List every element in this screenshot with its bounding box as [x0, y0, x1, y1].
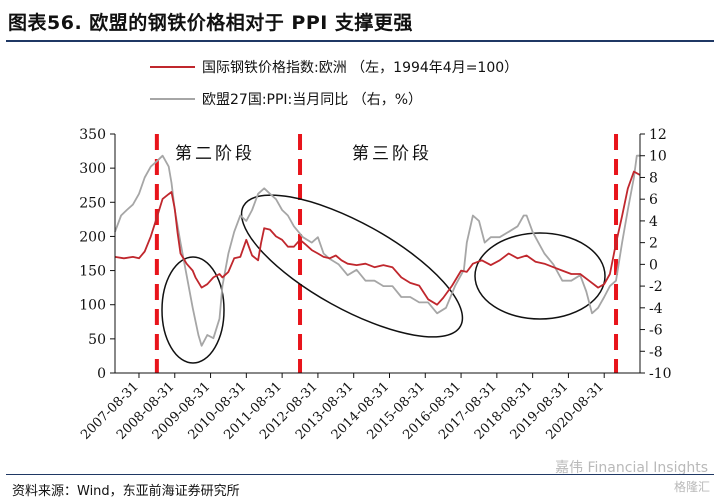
y-left-tick-label: 300: [79, 161, 106, 177]
phase-label-2: 第二阶段: [175, 144, 255, 164]
ellipse-2011-2016: [240, 194, 464, 338]
watermark-logo: 格隆汇: [673, 480, 710, 494]
legend-label-ppi: 欧盟27国:PPI:当月同比 （右，%）: [202, 92, 422, 108]
series-layer: [114, 154, 641, 347]
y-right-tick-label: 8: [649, 170, 658, 186]
y-right-tick-label: -10: [649, 366, 672, 382]
source-note: 资料来源：Wind，东亚前海证券研究所: [12, 484, 240, 499]
y-right-tick-label: 4: [649, 214, 658, 230]
axes: 0 50 100 150 200 250 300 350 -10 -8 -6 -4 -2 0 2 4 6 8 10 1…: [78, 127, 671, 443]
y-left-tick-label: 250: [79, 195, 106, 211]
watermark: 嘉伟 Financial Insights: [555, 460, 708, 476]
ellipse-2009: [161, 256, 225, 364]
y-left-tick-label: 150: [79, 264, 106, 280]
y-right-tick-label: -8: [649, 344, 663, 360]
y-right-tick-label: -6: [649, 323, 663, 339]
y-right-tick-label: 2: [649, 236, 658, 252]
legend-label-steel: 国际钢铁价格指数:欧洲 （左，1994年4月=100）: [202, 60, 518, 76]
y-right-tick-label: -2: [649, 279, 663, 295]
y-left-tick-label: 0: [97, 366, 106, 382]
title-rule: [6, 40, 714, 42]
y-right-tick-label: 10: [649, 149, 667, 165]
y-right-tick-label: 0: [649, 257, 658, 273]
y-right-tick-label: -4: [649, 301, 663, 317]
phase-lines: [154, 134, 619, 373]
y-right-tick-label: 6: [649, 192, 658, 208]
y-right-tick-label: 12: [649, 127, 667, 143]
y-left-tick-label: 100: [79, 298, 106, 314]
series-line-steel-price: [114, 170, 641, 306]
ellipse-2017-2020: [474, 232, 606, 320]
bottom-rule: [6, 474, 714, 475]
series-line-eu-ppi: [114, 154, 640, 347]
legend: 国际钢铁价格指数:欧洲 （左，1994年4月=100） 欧盟27国:PPI:当月…: [150, 60, 518, 108]
phase-label-3: 第三阶段: [352, 144, 432, 164]
y-left-tick-label: 350: [79, 127, 106, 143]
y-left-tick-label: 200: [79, 229, 106, 245]
ellipses: [161, 194, 606, 364]
y-left-tick-label: 50: [88, 332, 106, 348]
figure-title: 图表56. 欧盟的钢铁价格相对于 PPI 支撑更强: [8, 12, 413, 34]
